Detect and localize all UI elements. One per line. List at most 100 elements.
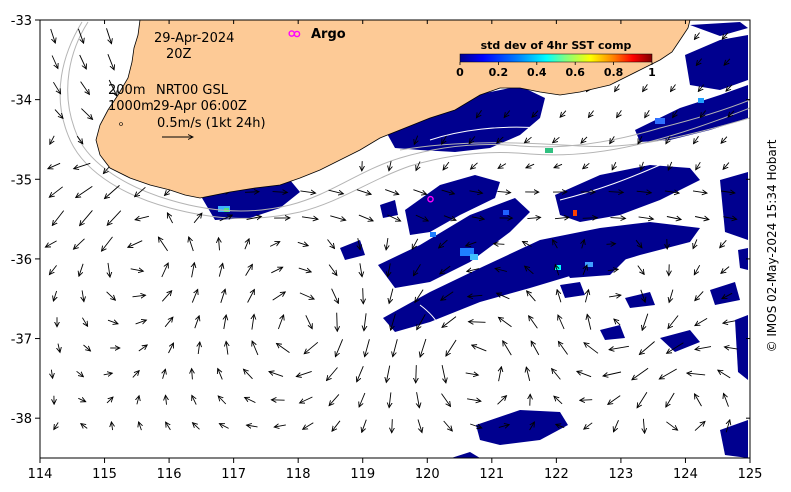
current-arrow bbox=[532, 110, 539, 118]
current-arrow bbox=[529, 316, 538, 329]
current-arrow bbox=[76, 186, 93, 197]
current-arrow bbox=[330, 215, 345, 220]
current-arrow bbox=[387, 214, 400, 221]
current-arrow bbox=[497, 293, 510, 300]
current-arrow bbox=[388, 263, 391, 276]
current-arrow bbox=[724, 58, 731, 65]
x-tick-label: 118 bbox=[286, 467, 311, 482]
current-arrow bbox=[329, 394, 340, 405]
current-arrow bbox=[135, 320, 147, 324]
current-arrow bbox=[247, 290, 255, 303]
x-tick-label: 114 bbox=[28, 467, 53, 482]
current-arrow bbox=[137, 396, 139, 405]
current-arrow bbox=[638, 217, 654, 219]
current-arrow bbox=[389, 161, 391, 171]
current-arrow bbox=[441, 393, 451, 407]
current-arrow bbox=[554, 164, 563, 167]
time-label: 20Z bbox=[166, 47, 192, 62]
current-arrow bbox=[52, 210, 65, 226]
current-arrow bbox=[723, 321, 736, 323]
current-arrow bbox=[327, 239, 335, 249]
current-arrow bbox=[108, 262, 110, 277]
current-arrow bbox=[497, 396, 507, 405]
current-arrow bbox=[218, 396, 227, 405]
current-arrow bbox=[417, 419, 422, 433]
current-arrow bbox=[469, 136, 476, 143]
current-arrow bbox=[219, 263, 222, 277]
current-arrow bbox=[554, 396, 563, 405]
current-arrow bbox=[726, 84, 733, 91]
argo-float-marker bbox=[427, 195, 434, 203]
current-arrow bbox=[193, 423, 200, 430]
current-arrow bbox=[728, 110, 735, 117]
current-arrow bbox=[130, 269, 144, 271]
current-arrow bbox=[467, 399, 481, 401]
current-arrow bbox=[331, 288, 339, 304]
current-arrow bbox=[246, 217, 262, 220]
current-arrow bbox=[298, 267, 311, 272]
current-arrow bbox=[555, 265, 558, 276]
current-arrow bbox=[726, 420, 730, 433]
current-arrow bbox=[639, 341, 655, 355]
current-arrow bbox=[357, 366, 364, 382]
current-arrow bbox=[471, 162, 478, 169]
current-arrow bbox=[694, 136, 699, 143]
current-arrow bbox=[465, 373, 479, 375]
current-arrow bbox=[526, 164, 535, 168]
current-arrow bbox=[673, 110, 678, 117]
current-arrow bbox=[446, 339, 457, 356]
current-arrow bbox=[191, 289, 197, 303]
current-arrow bbox=[531, 341, 540, 356]
current-arrow bbox=[614, 420, 619, 432]
current-arrow bbox=[48, 162, 61, 168]
y-tick-label: -35 bbox=[11, 173, 32, 188]
current-arrow bbox=[271, 267, 282, 274]
current-arrow bbox=[272, 292, 286, 301]
current-arrow bbox=[554, 217, 569, 218]
x-tick-label: 123 bbox=[608, 467, 633, 482]
current-arrow bbox=[389, 288, 394, 304]
current-arrow bbox=[666, 217, 681, 220]
x-tick-label: 119 bbox=[350, 467, 375, 482]
current-arrow bbox=[362, 419, 367, 433]
current-arrow bbox=[581, 136, 588, 143]
current-arrow bbox=[79, 54, 87, 69]
current-arrow bbox=[79, 263, 84, 276]
current-arrow bbox=[441, 189, 455, 194]
current-arrow bbox=[139, 422, 142, 431]
current-arrow bbox=[74, 162, 91, 168]
current-arrow bbox=[495, 269, 508, 272]
y-axis: -33 -34 -35 -36 -37 -38 bbox=[11, 14, 750, 427]
current-arrow bbox=[82, 290, 84, 301]
current-arrow bbox=[301, 217, 318, 219]
current-arrow bbox=[724, 393, 729, 407]
current-arrow bbox=[469, 191, 483, 193]
colorbar bbox=[459, 53, 653, 63]
current-arrow bbox=[226, 341, 228, 355]
current-arrow bbox=[218, 369, 223, 380]
current-arrow bbox=[696, 58, 703, 66]
current-arrow bbox=[694, 264, 701, 275]
current-arrow bbox=[503, 341, 512, 356]
current-arrow bbox=[245, 264, 253, 276]
current-arrow bbox=[441, 291, 454, 301]
current-arrow bbox=[81, 108, 92, 120]
current-arrow bbox=[494, 244, 505, 245]
current-arrow bbox=[164, 317, 173, 328]
current-arrow bbox=[560, 110, 567, 118]
current-arrow bbox=[608, 192, 624, 193]
current-arrow bbox=[219, 215, 233, 222]
current-arrow bbox=[498, 163, 507, 169]
current-arrow bbox=[219, 238, 220, 251]
argo-legend-marker bbox=[293, 30, 301, 38]
current-arrow bbox=[527, 291, 536, 302]
current-arrow bbox=[584, 422, 593, 429]
current-arrow bbox=[467, 269, 480, 272]
current-arrow bbox=[358, 214, 373, 221]
current-arrow bbox=[220, 289, 225, 303]
current-arrow bbox=[161, 291, 171, 302]
current-arrow bbox=[76, 370, 84, 376]
current-arrow bbox=[552, 369, 561, 380]
current-arrow bbox=[610, 218, 626, 219]
current-arrow bbox=[722, 32, 729, 39]
